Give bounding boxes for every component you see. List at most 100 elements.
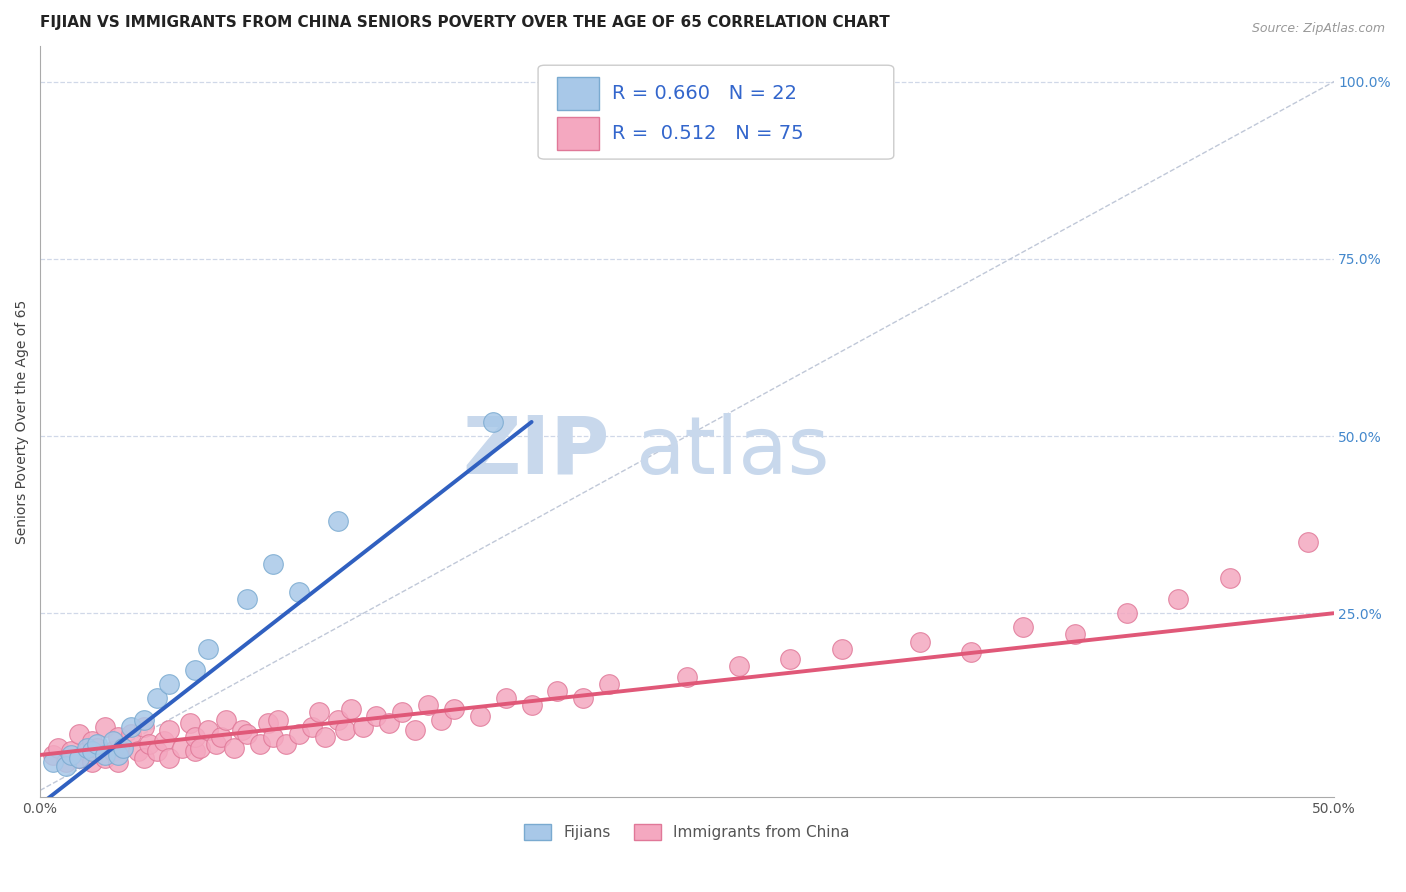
Point — [308, 706, 330, 720]
Point — [546, 684, 568, 698]
Point — [288, 585, 311, 599]
Text: ZIP: ZIP — [463, 413, 609, 491]
Point — [184, 730, 207, 744]
Point — [236, 592, 259, 607]
Point — [190, 740, 212, 755]
Point — [67, 751, 90, 765]
Point — [727, 659, 749, 673]
Point — [107, 730, 129, 744]
Point — [598, 677, 620, 691]
Point — [224, 740, 246, 755]
Point — [1167, 592, 1189, 607]
Point — [86, 740, 108, 755]
Point — [184, 663, 207, 677]
FancyBboxPatch shape — [538, 65, 894, 159]
Point — [60, 747, 83, 762]
Point — [80, 744, 103, 758]
Point — [76, 744, 98, 758]
Point — [209, 730, 232, 744]
Point — [572, 691, 595, 706]
Point — [391, 706, 413, 720]
Point — [94, 751, 117, 765]
Point — [215, 713, 238, 727]
Point — [184, 744, 207, 758]
Point — [94, 747, 117, 762]
Point — [675, 670, 697, 684]
Point — [274, 737, 297, 751]
Point — [132, 751, 155, 765]
Point — [443, 702, 465, 716]
Point — [197, 723, 219, 738]
Text: R = 0.660   N = 22: R = 0.660 N = 22 — [612, 84, 797, 103]
Point — [55, 758, 77, 772]
Point — [111, 740, 134, 755]
Point — [145, 691, 167, 706]
Point — [159, 751, 181, 765]
Point — [101, 744, 124, 758]
Point — [1012, 620, 1035, 634]
Point — [267, 713, 290, 727]
Point — [153, 733, 176, 747]
Point — [262, 557, 284, 571]
Y-axis label: Seniors Poverty Over the Age of 65: Seniors Poverty Over the Age of 65 — [15, 300, 30, 544]
Point — [127, 744, 149, 758]
Point — [301, 720, 323, 734]
Point — [288, 727, 311, 741]
Point — [145, 744, 167, 758]
Point — [1115, 606, 1137, 620]
Point — [67, 727, 90, 741]
Point — [326, 514, 349, 528]
Point — [132, 713, 155, 727]
Text: atlas: atlas — [636, 413, 830, 491]
Point — [779, 652, 801, 666]
Point — [520, 698, 543, 713]
Point — [101, 733, 124, 747]
Point — [55, 755, 77, 769]
Point — [80, 733, 103, 747]
Point — [179, 716, 201, 731]
Point — [256, 716, 278, 731]
Point — [335, 723, 357, 738]
Point — [67, 751, 90, 765]
Point — [107, 747, 129, 762]
Point — [42, 747, 65, 762]
Point — [46, 740, 69, 755]
Point — [172, 740, 194, 755]
Legend: Fijians, Immigrants from China: Fijians, Immigrants from China — [517, 818, 856, 847]
Point — [430, 713, 453, 727]
Point — [831, 641, 853, 656]
Point — [132, 720, 155, 734]
Text: FIJIAN VS IMMIGRANTS FROM CHINA SENIORS POVERTY OVER THE AGE OF 65 CORRELATION C: FIJIAN VS IMMIGRANTS FROM CHINA SENIORS … — [41, 15, 890, 30]
Text: R =  0.512   N = 75: R = 0.512 N = 75 — [612, 124, 803, 144]
Point — [481, 415, 503, 429]
Point — [468, 709, 491, 723]
Point — [1219, 571, 1241, 585]
Text: Source: ZipAtlas.com: Source: ZipAtlas.com — [1251, 22, 1385, 36]
Point — [326, 713, 349, 727]
Point — [205, 737, 228, 751]
Point — [94, 720, 117, 734]
Point — [1063, 627, 1085, 641]
Point — [1296, 535, 1319, 549]
Point — [314, 730, 336, 744]
Point — [404, 723, 426, 738]
Point — [80, 755, 103, 769]
FancyBboxPatch shape — [557, 77, 599, 110]
Point — [111, 740, 134, 755]
Point — [418, 698, 440, 713]
Point — [60, 744, 83, 758]
Point — [197, 641, 219, 656]
FancyBboxPatch shape — [557, 118, 599, 150]
Point — [366, 709, 388, 723]
Point — [960, 645, 983, 659]
Point — [76, 740, 98, 755]
Point — [231, 723, 253, 738]
Point — [378, 716, 401, 731]
Point — [908, 634, 931, 648]
Point — [120, 727, 142, 741]
Point — [159, 723, 181, 738]
Point — [120, 720, 142, 734]
Point — [249, 737, 271, 751]
Point — [262, 730, 284, 744]
Point — [339, 702, 361, 716]
